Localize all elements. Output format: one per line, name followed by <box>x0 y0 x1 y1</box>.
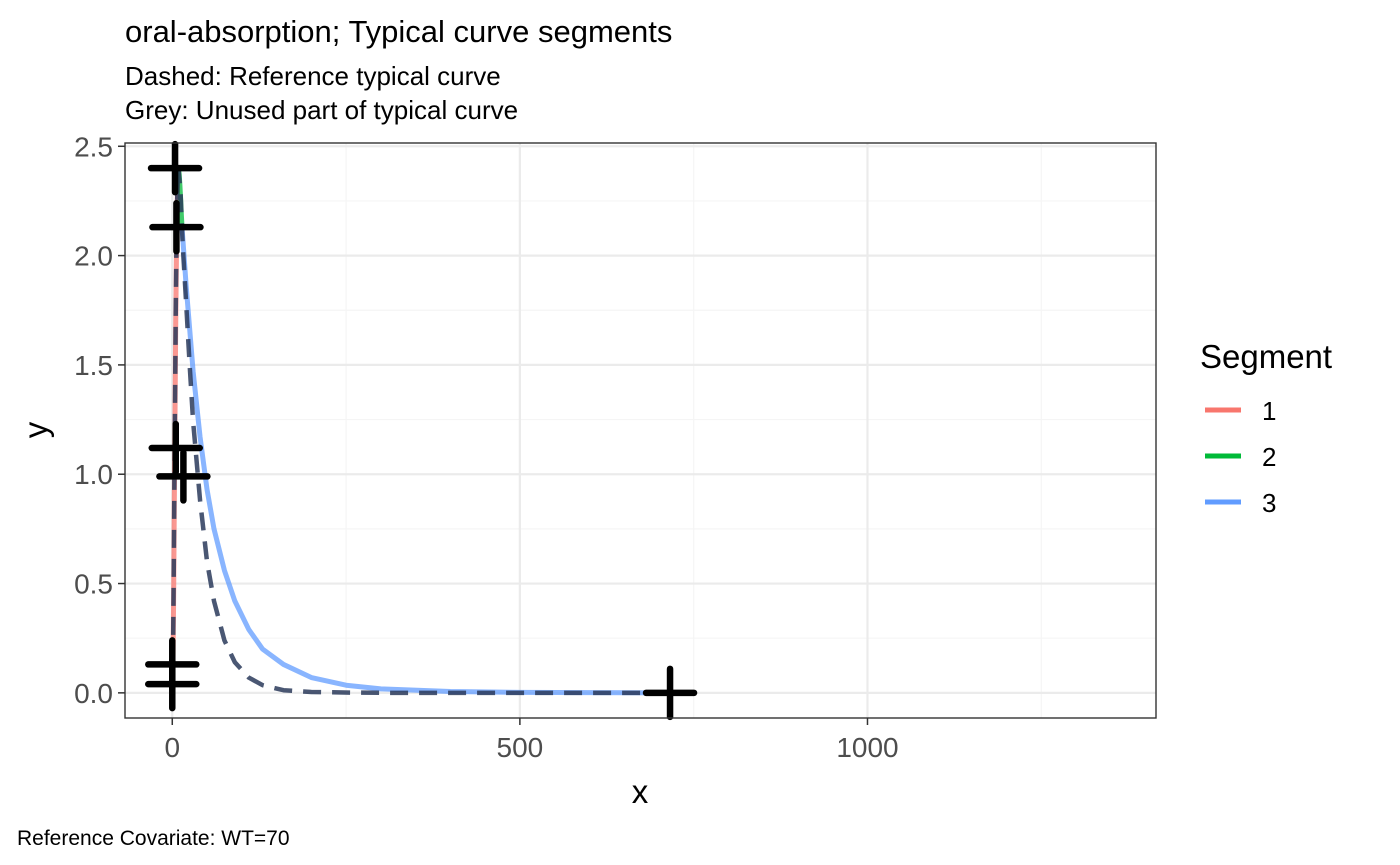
plot-panel-border <box>124 142 1157 719</box>
legend-item-1: 1 <box>1205 396 1276 426</box>
grid <box>125 143 1156 718</box>
chart-subtitle-line-1: Dashed: Reference typical curve <box>125 61 501 91</box>
x-axis-title: x <box>632 773 649 810</box>
y-tick-label: 0.0 <box>74 678 113 709</box>
x-tick-label: 0 <box>164 732 180 763</box>
marker-group <box>145 140 698 721</box>
legend: Segment 1 2 3 <box>1200 338 1332 518</box>
axis-ticks: 0 500 1000 0.0 0.5 1.0 1.5 2.0 2.5 <box>74 131 899 763</box>
caption: Reference Covariate: WT=70 <box>17 827 290 850</box>
cross-marker <box>148 420 204 476</box>
y-tick-label: 2.5 <box>74 131 113 162</box>
y-axis-title: y <box>17 421 54 438</box>
legend-label-1: 1 <box>1262 396 1276 426</box>
chart-title: oral-absorption; Typical curve segments <box>125 14 672 49</box>
legend-item-3: 3 <box>1205 488 1276 518</box>
legend-label-3: 3 <box>1262 488 1276 518</box>
cross-marker <box>149 199 204 255</box>
legend-items: 1 2 3 <box>1205 396 1276 518</box>
y-tick-label: 0.5 <box>74 569 113 600</box>
x-tick-label: 1000 <box>836 732 898 763</box>
legend-label-2: 2 <box>1262 442 1276 472</box>
x-tick-label: 500 <box>497 732 544 763</box>
y-tick-label: 1.5 <box>74 350 113 381</box>
chart-subtitle-line-2: Grey: Unused part of typical curve <box>125 95 518 125</box>
y-tick-label: 1.0 <box>74 459 113 490</box>
legend-title: Segment <box>1200 338 1332 375</box>
legend-item-2: 2 <box>1205 442 1276 472</box>
cross-marker <box>156 449 211 504</box>
y-tick-label: 2.0 <box>74 241 113 272</box>
plot-panel <box>125 143 1156 718</box>
cross-marker <box>145 637 200 692</box>
cross-marker <box>642 665 698 721</box>
cross-marker <box>147 140 203 196</box>
reference-curve-line <box>170 165 671 696</box>
